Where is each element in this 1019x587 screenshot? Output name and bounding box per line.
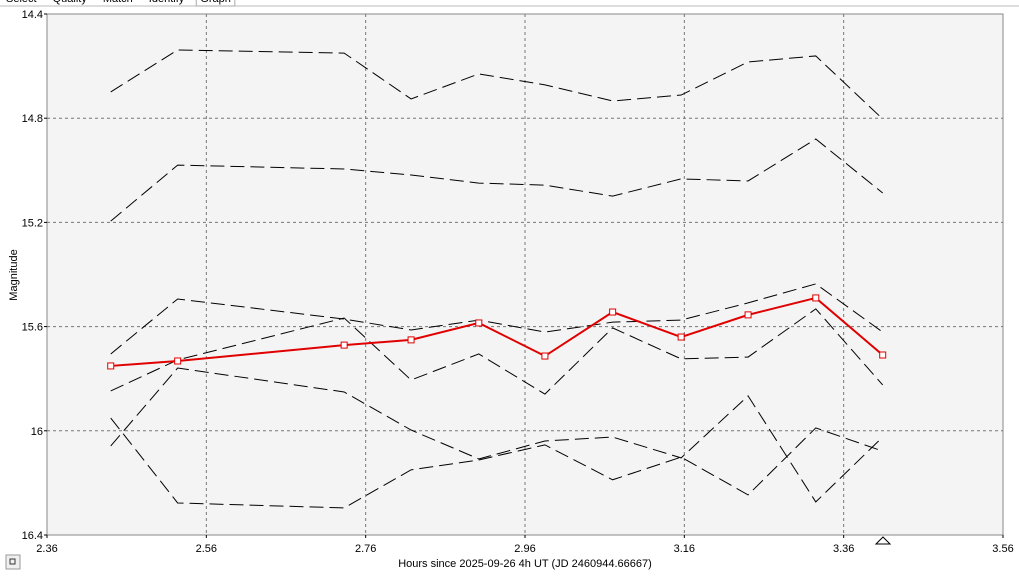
tab[interactable]: Graph — [200, 0, 231, 5]
y-tick-label: 16 — [31, 426, 43, 438]
x-tick-label: 3.36 — [833, 543, 854, 555]
x-tick-label: 3.56 — [992, 543, 1013, 555]
y-tick-label: 15.2 — [22, 217, 43, 229]
point-marker — [541, 352, 549, 360]
y-tick-label: 15.6 — [22, 322, 43, 334]
marker-triangle — [874, 536, 892, 545]
series-line — [110, 138, 884, 222]
series-line — [110, 283, 883, 355]
y-tick-label: 14.8 — [22, 113, 43, 125]
point-marker — [107, 362, 115, 370]
point-marker — [174, 357, 182, 365]
point-marker — [609, 308, 617, 316]
tab[interactable]: Match — [103, 0, 133, 5]
point-marker — [744, 311, 752, 319]
point-marker — [879, 351, 887, 359]
point-marker — [407, 336, 415, 344]
tab[interactable]: Select — [6, 0, 37, 5]
tab-selected-border — [195, 0, 236, 7]
point-marker — [475, 319, 483, 327]
x-tick-label: 2.76 — [355, 543, 376, 555]
point-marker — [677, 333, 685, 341]
x-tick-label: 2.56 — [196, 543, 217, 555]
x-axis-label: Hours since 2025-09-26 4h UT (JD 2460944… — [398, 558, 652, 570]
button-icon — [9, 558, 16, 565]
point-marker — [812, 294, 820, 302]
x-tick-label: 2.36 — [36, 543, 57, 555]
series-line — [110, 308, 884, 395]
tab[interactable]: Identify — [149, 0, 185, 5]
point-marker — [340, 341, 348, 349]
tab-strip: Select Quality Match Identify Graph — [6, 0, 236, 7]
x-tick-label: 2.96 — [514, 543, 535, 555]
series-line — [110, 367, 884, 503]
y-axis-label: Magnitude — [8, 249, 20, 300]
y-tick-label: 16.4 — [22, 530, 43, 542]
y-tick-label: 14.4 — [22, 9, 43, 21]
button[interactable] — [5, 554, 21, 570]
tab[interactable]: Quality — [53, 0, 88, 5]
series-line — [110, 49, 884, 120]
series-line — [110, 417, 883, 509]
x-tick-label: 3.16 — [674, 543, 695, 555]
